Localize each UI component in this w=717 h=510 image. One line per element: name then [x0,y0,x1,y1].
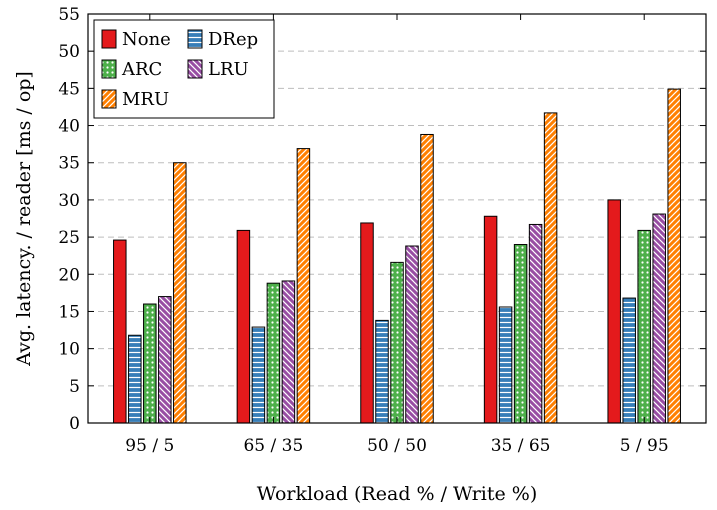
y-axis-title: Avg. latency. / reader [ms / op] [13,71,35,367]
bar-pattern [282,280,295,423]
bar-none [113,240,127,423]
bar-pattern [544,112,557,424]
legend-swatch-outline [101,29,117,49]
legend-swatch-outline [101,59,117,79]
ticks: 0 5 10 15 20 25 30 35 40 45 50 55 95 / 5 65 / 35 50 / … [58,5,706,456]
legend-box [93,19,275,119]
bar-pattern [499,306,512,423]
y-tick-label: 15 [58,302,80,322]
legend-swatch-none [102,30,116,48]
bar-pattern [667,89,681,423]
legend-swatch-outline [187,29,203,49]
bar-pattern [622,298,636,423]
legend-label-mru: MRU [122,89,169,110]
x-tick-label: 95 / 5 [125,436,174,456]
bar-pattern [405,246,419,423]
legend-swatch-pattern [102,90,116,108]
bar-pattern [128,335,142,423]
y-tick-label: 25 [58,228,80,248]
legend-label-drep: DRep [208,29,258,50]
x-tick-label: 35 / 65 [491,436,551,456]
bar-none [484,216,497,423]
bar-pattern [297,148,310,423]
x-tick-label: 5 / 95 [620,436,669,456]
legend-swatch-pattern [188,60,202,78]
legend-swatch-pattern [188,30,202,48]
legend: None DRep ARC LRU MRU [93,19,275,119]
y-tick-label: 0 [69,414,80,434]
legend-label-arc: ARC [121,59,162,80]
y-tick-label: 35 [58,154,80,174]
y-tick-label: 45 [58,79,80,99]
y-tick-label: 50 [58,42,80,62]
bar-pattern [267,283,280,423]
y-tick-label: 20 [58,265,80,285]
bar-pattern [375,320,389,423]
bar-pattern [252,327,265,423]
y-tick-label: 40 [58,117,80,137]
legend-label-none: None [122,29,171,50]
x-axis-title: Workload (Read % / Write %) [257,483,538,505]
y-tick-label: 55 [58,5,80,25]
bar-pattern [652,214,666,423]
legend-swatch-outline [101,89,117,109]
bar-pattern [637,230,651,423]
bar-pattern [390,262,404,423]
bar-pattern [420,134,434,423]
bar-pattern [529,224,542,423]
bars [113,88,681,424]
bar-none [607,199,621,423]
legend-swatch-pattern [102,60,116,78]
y-tick-label: 10 [58,340,80,360]
bar-none [360,222,374,423]
legend-swatch-outline [187,59,203,79]
bar-pattern [173,162,187,423]
x-tick-label: 50 / 50 [367,436,427,456]
y-tick-label: 30 [58,191,80,211]
bar-pattern [158,296,172,423]
legend-label-lru: LRU [208,59,249,80]
x-tick-label: 65 / 35 [243,436,303,456]
bar-pattern [514,244,527,423]
y-tick-label: 5 [69,377,80,397]
bar-pattern [143,304,157,423]
bar-none [237,230,250,423]
